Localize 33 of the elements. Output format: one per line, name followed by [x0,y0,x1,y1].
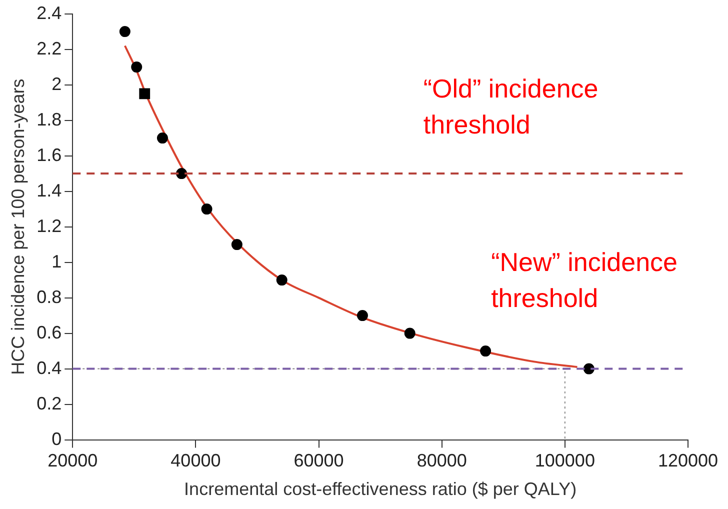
y-axis-title: HCC incidence per 100 person-years [8,78,28,375]
point [404,328,416,339]
point [131,62,142,73]
x-tick-label: 40000 [170,450,221,471]
point [156,132,168,144]
point [480,346,492,357]
y-tick-label: 1.6 [36,144,62,165]
y-tick-label: 1.2 [36,216,62,236]
point [201,204,212,215]
x-tick-label: 20000 [48,450,98,471]
y-tick-label: 0.8 [36,286,62,307]
y-tick-label: 0 [52,428,62,449]
y-tick-label: 1.4 [36,180,62,200]
x-axis-title: Incremental cost-effectiveness ratio ($ per QALY) [184,479,577,500]
y-tick-label: 1.8 [36,109,62,130]
point [276,274,288,286]
x-tick-label: 120000 [658,450,718,471]
ref-line-label: “Old” incidence threshold [423,74,598,140]
point [356,310,368,322]
y-tick-label: 2.4 [36,2,62,23]
y-tick-label: 0.6 [36,322,62,342]
y-tick-label: 2.2 [36,38,62,58]
point [231,239,242,250]
point [119,26,130,38]
ref-line-label: “New” incidence threshold [491,246,678,313]
y-tick-label: 1 [52,251,62,272]
y-tick-label: 0.2 [36,393,62,414]
y-tick-label: 2 [52,74,62,94]
point [139,88,150,100]
x-tick-label: 80000 [416,450,467,471]
x-tick-label: 100000 [534,450,595,471]
y-tick-label: 0.4 [36,358,62,378]
x-tick-label: 60000 [294,450,344,471]
